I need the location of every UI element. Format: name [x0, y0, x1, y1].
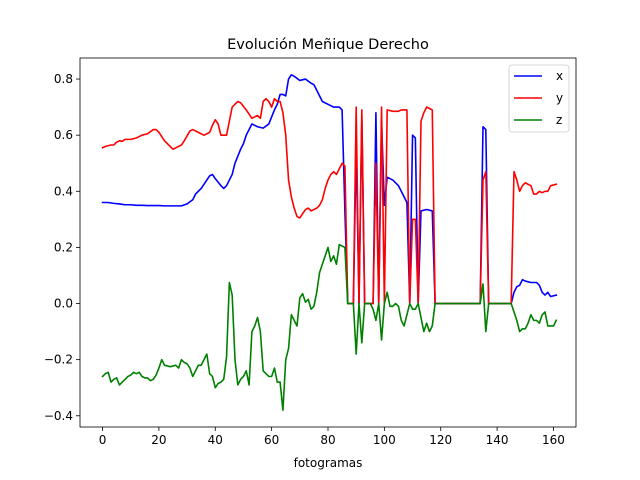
- legend-label-x: x: [556, 69, 563, 83]
- y-tick-label: −0.2: [44, 353, 73, 367]
- chart-title: Evolución Meñique Derecho: [227, 37, 429, 53]
- legend: xyz: [508, 64, 570, 133]
- x-tick-label: 140: [486, 433, 509, 447]
- x-tick-label: 120: [429, 433, 452, 447]
- x-tick-label: 20: [151, 433, 166, 447]
- y-tick-label: 0.8: [54, 72, 73, 86]
- y-tick-label: 0.0: [54, 297, 73, 311]
- y-tick-label: 0.6: [54, 128, 73, 142]
- y-tick-label: 0.4: [54, 184, 73, 198]
- y-tick-label: −0.4: [44, 409, 73, 423]
- series-line-z: [101, 243, 558, 411]
- plot-area: [79, 57, 577, 428]
- x-tick-label: 160: [542, 433, 565, 447]
- x-tick-label: 60: [264, 433, 279, 447]
- x-axis-label: fotogramas: [294, 456, 363, 470]
- legend-label-z: z: [556, 113, 562, 127]
- x-tick-label: 80: [320, 433, 335, 447]
- x-tick-label: 40: [208, 433, 223, 447]
- legend-label-y: y: [556, 91, 563, 105]
- x-tick-label: 100: [373, 433, 396, 447]
- x-tick-label: 0: [99, 433, 107, 447]
- y-tick-label: 0.2: [54, 240, 73, 254]
- series-line-x: [101, 74, 558, 305]
- y-axis: −0.4 −0.2 0.0 0.2 0.4 0.6 0.8: [44, 72, 80, 423]
- x-axis: 0 20 40 60 80 100 120 140 160: [99, 427, 565, 447]
- series-layer: [101, 74, 558, 411]
- axes-background: [80, 58, 576, 427]
